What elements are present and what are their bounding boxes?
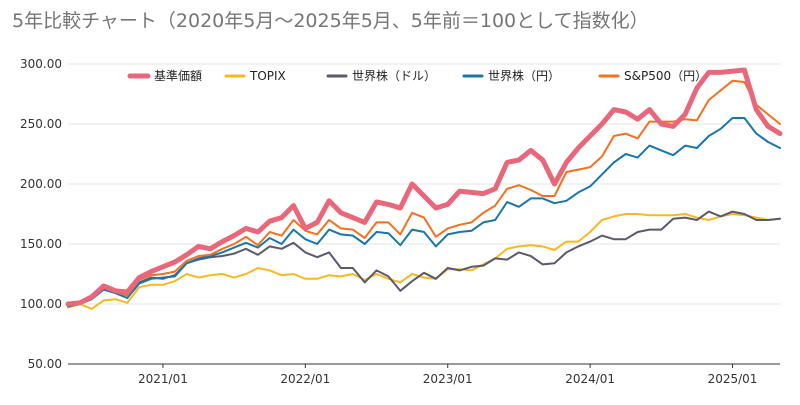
series-line-3	[67, 117, 781, 308]
series-lines	[65, 67, 783, 310]
x-tick-label: 2021/01	[138, 372, 188, 386]
y-tick-label: 300.00	[20, 57, 62, 71]
y-tick-label: 150.00	[20, 237, 62, 251]
chart-title: 5年比較チャート（2020年5月～2025年5月、5年前＝100として指数化）	[12, 10, 649, 32]
legend-item: 世界株（ドル）	[326, 68, 436, 83]
legend-item: S&P500（円）	[598, 69, 707, 83]
legend-item: 基準価額	[127, 68, 202, 83]
y-tick-label: 250.00	[20, 117, 62, 131]
y-tick-label: 200.00	[20, 177, 62, 191]
legend-label: 世界株（円）	[488, 68, 560, 83]
y-tick-label: 100.00	[20, 297, 62, 311]
x-tick-label: 2023/01	[423, 372, 473, 386]
grid-lines	[68, 63, 780, 305]
series-line-1	[67, 213, 781, 310]
x-axis-tick-labels: 2021/01 2022/01 2023/01 2024/01 2025/01	[138, 372, 757, 386]
x-tick-label: 2022/01	[280, 372, 330, 386]
legend: 基準価額 TOPIX 世界株（ドル） 世界株（円） S&P500（円）	[127, 68, 707, 83]
legend-label: S&P500（円）	[624, 69, 707, 83]
y-tick-label: 50.00	[28, 357, 62, 371]
y-axis-tick-labels: 300.00 250.00 200.00 150.00 100.00 50.00	[20, 57, 62, 371]
series-line-2	[67, 210, 781, 307]
x-tick-label: 2024/01	[565, 372, 615, 386]
legend-label: 基準価額	[154, 68, 202, 83]
x-tick-label: 2025/01	[708, 372, 758, 386]
series-line-0	[65, 67, 783, 307]
legend-label: TOPIX	[249, 69, 286, 83]
legend-label: 世界株（ドル）	[352, 68, 436, 83]
axes	[68, 363, 780, 368]
legend-item: TOPIX	[224, 69, 286, 83]
legend-item: 世界株（円）	[462, 68, 560, 83]
